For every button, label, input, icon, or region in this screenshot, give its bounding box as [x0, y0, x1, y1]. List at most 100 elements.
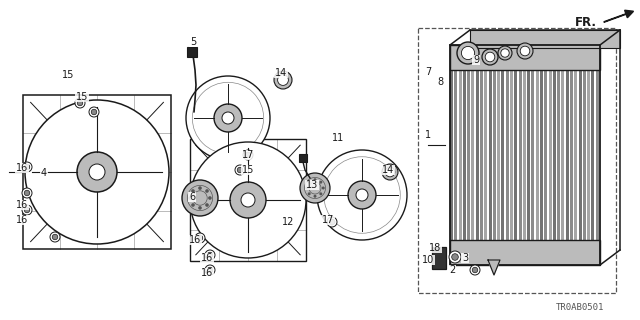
Text: 11: 11 [332, 133, 344, 143]
Circle shape [305, 187, 308, 189]
Bar [493, 70, 496, 240]
Circle shape [214, 104, 242, 132]
Circle shape [22, 188, 32, 198]
Circle shape [50, 232, 60, 242]
Bar [450, 45, 600, 265]
Bar [591, 70, 595, 240]
Text: 16: 16 [16, 200, 28, 210]
Bar [574, 70, 577, 240]
FancyBboxPatch shape [299, 154, 307, 162]
Bar [540, 70, 543, 240]
Circle shape [319, 192, 323, 195]
Bar [506, 70, 509, 240]
Circle shape [230, 182, 266, 218]
Circle shape [92, 109, 97, 115]
Text: 2: 2 [449, 265, 455, 275]
Bar [579, 70, 582, 240]
Circle shape [22, 205, 32, 215]
Circle shape [382, 164, 398, 180]
Circle shape [348, 181, 376, 209]
Text: 8: 8 [437, 77, 443, 87]
Circle shape [89, 107, 99, 117]
Text: FR.: FR. [575, 17, 597, 29]
Text: 16: 16 [16, 215, 28, 225]
Circle shape [482, 49, 498, 65]
Circle shape [207, 252, 212, 258]
Bar [418, 28, 616, 293]
Text: 10: 10 [422, 255, 434, 265]
Circle shape [182, 180, 218, 216]
Circle shape [245, 152, 251, 158]
Bar [470, 30, 620, 48]
Circle shape [472, 267, 477, 273]
Circle shape [485, 52, 495, 62]
Bar [501, 70, 504, 240]
Circle shape [329, 219, 335, 225]
Bar [553, 70, 556, 240]
Circle shape [457, 42, 479, 64]
Circle shape [89, 164, 105, 180]
Bar [570, 70, 573, 240]
Text: 15: 15 [242, 165, 254, 175]
Circle shape [385, 167, 395, 177]
Bar [596, 70, 598, 240]
Bar [561, 70, 564, 240]
Circle shape [198, 186, 202, 190]
Circle shape [52, 234, 58, 240]
Bar [527, 70, 530, 240]
Circle shape [24, 207, 29, 213]
Circle shape [24, 164, 29, 170]
Bar [488, 70, 492, 240]
Circle shape [241, 193, 255, 207]
Circle shape [188, 196, 192, 200]
Circle shape [308, 181, 310, 184]
Text: 18: 18 [429, 243, 441, 253]
Text: 3: 3 [462, 253, 468, 263]
Bar [536, 70, 539, 240]
Circle shape [449, 251, 461, 263]
Text: TR0AB0501: TR0AB0501 [556, 303, 604, 313]
Circle shape [520, 46, 530, 56]
Circle shape [498, 46, 512, 60]
Circle shape [186, 76, 270, 160]
Circle shape [77, 100, 83, 106]
Circle shape [274, 71, 292, 89]
Circle shape [222, 112, 234, 124]
Circle shape [195, 233, 205, 243]
Bar [190, 139, 306, 261]
Circle shape [314, 178, 317, 181]
Circle shape [191, 203, 195, 207]
Bar [432, 247, 446, 269]
Circle shape [317, 150, 407, 240]
Text: 16: 16 [16, 163, 28, 173]
Circle shape [205, 189, 209, 193]
FancyBboxPatch shape [187, 47, 197, 57]
Text: 17: 17 [242, 150, 254, 160]
Circle shape [191, 189, 195, 193]
Bar [459, 70, 461, 240]
Circle shape [77, 152, 117, 192]
Circle shape [308, 192, 310, 195]
Text: 15: 15 [76, 92, 88, 102]
Bar [480, 70, 483, 240]
Circle shape [75, 98, 85, 108]
Text: 17: 17 [322, 215, 334, 225]
Bar [467, 70, 470, 240]
Bar [497, 70, 500, 240]
Text: 16: 16 [189, 235, 201, 245]
Circle shape [243, 150, 253, 160]
Bar [583, 70, 586, 240]
Circle shape [205, 265, 215, 275]
Circle shape [237, 167, 243, 173]
Circle shape [198, 206, 202, 210]
Bar [450, 240, 600, 265]
Bar [544, 70, 547, 240]
Circle shape [24, 190, 29, 196]
Circle shape [327, 217, 337, 227]
Bar [510, 70, 513, 240]
Circle shape [470, 265, 480, 275]
Circle shape [319, 181, 323, 184]
Text: 4: 4 [41, 168, 47, 178]
Circle shape [25, 100, 169, 244]
Circle shape [197, 235, 203, 241]
